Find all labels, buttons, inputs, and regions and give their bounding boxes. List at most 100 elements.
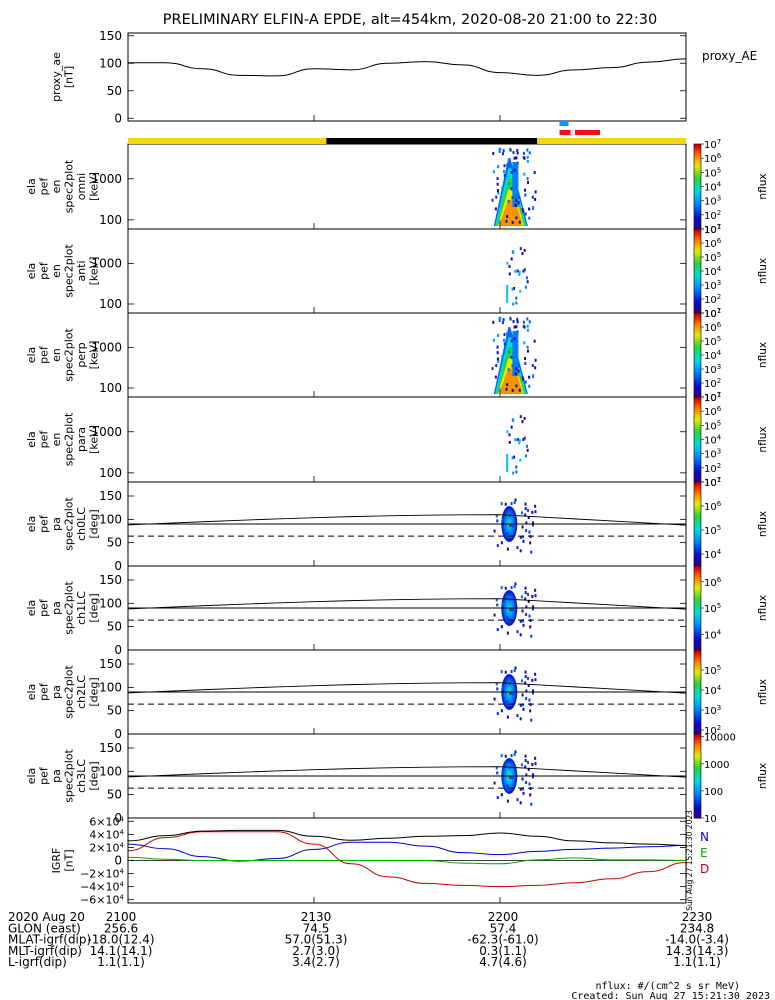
spec_perp-spectrum-speckle <box>515 325 518 329</box>
spec_perp-spectrum-speckle <box>503 338 506 342</box>
pa_ch1-colorbar-cell <box>694 635 701 638</box>
spec_omni-spectrum-speckle <box>516 161 519 165</box>
pa_ch3-colorbar-cell <box>694 748 701 752</box>
axis-row-value: 0.3(1.1) <box>479 944 527 958</box>
pa_ch1-colorbar-label: 104 <box>704 628 722 641</box>
pa_ch1-colorbar-cell <box>694 589 701 592</box>
pa_ch3-colorbar-cell <box>694 809 701 813</box>
pa_ch1-colorbar-cell <box>694 643 701 647</box>
pa_ch2-colorbar-label: 104 <box>704 684 722 697</box>
spec_para-colorbar-cell <box>694 452 701 455</box>
pa_ch0-distribution-speckle <box>522 539 525 543</box>
pa_ch0-distribution-speckle <box>496 544 499 548</box>
pa_ch3-ylabel-line: spec2plot <box>62 749 75 803</box>
spec_para-spectrum-speckle <box>519 415 522 419</box>
spec_perp-colorbar-cell <box>694 369 701 373</box>
spec_omni-spectrum-speckle <box>496 177 499 181</box>
pa_ch3-ylabel-line: pa <box>50 769 63 783</box>
spec_omni-spectrum-speckle <box>503 170 506 174</box>
spec_para-colorbar-cell <box>694 397 701 400</box>
spec_anti-spectrum-speckle <box>508 272 511 276</box>
spec_anti-spectrum-speckle <box>519 289 522 293</box>
pa_ch2-distribution-speckle <box>534 672 537 676</box>
spec_anti-spectrum-speckle <box>515 296 518 300</box>
spec_para-colorbar-cell <box>694 475 701 479</box>
spec_omni-colorbar-cell <box>694 144 701 147</box>
spec_para-spectrum-speckle <box>524 454 527 458</box>
spec_anti-colorbar-cell <box>694 266 701 270</box>
spec_anti-colorbar-cell <box>694 306 701 310</box>
spec_anti-colorbar-title: nflux <box>757 258 769 284</box>
pa_ch2-ylabel-line: spec2plot <box>62 665 75 719</box>
pa_ch1-distribution-speckle <box>531 607 534 611</box>
spec_para-spectrum-speckle <box>515 465 518 469</box>
spec_omni-colorbar-cell <box>694 205 701 209</box>
spec_para-spectrum-speckle <box>523 416 526 420</box>
pa_ch0-colorbar-cell <box>694 484 701 487</box>
pa_ch3-colorbar-cell <box>694 784 701 787</box>
pa_ch0-distribution-speckle <box>519 535 522 539</box>
igrf-legend-d: D <box>700 862 709 876</box>
spec_omni-spectrum-speckle <box>526 181 529 185</box>
igrf-ytick-label: −2×104 <box>80 868 124 881</box>
pa_ch0-distribution-speckle <box>496 519 499 523</box>
pa_ch1-colorbar-cell <box>694 641 701 645</box>
spec_perp-spectrum-speckle <box>513 325 516 329</box>
spec_perp-colorbar-cell <box>694 319 701 322</box>
spec_para-colorbar-label: 107 <box>704 391 721 404</box>
pa_ch3-distribution-speckle <box>496 771 499 775</box>
spec_perp-spectrum-speckle <box>528 384 531 388</box>
science-zone-red <box>559 130 571 135</box>
spec_omni-colorbar-cell <box>694 226 701 230</box>
spec_anti-colorbar-cell <box>694 296 701 299</box>
pa_ch2-distribution-speckle <box>529 709 532 713</box>
pa_ch1-colorbar-cell <box>694 593 701 596</box>
pa_ch2-colorbar-cell <box>694 713 701 716</box>
pa_ch0-colorbar-cell <box>694 561 701 565</box>
pa_ch0-ylabel-line: pa <box>50 517 63 531</box>
spec_anti-spectrum-speckle <box>523 248 526 252</box>
spec_anti-spectrum-speckle <box>512 251 515 255</box>
pa_ch3-distribution-speckle <box>509 775 512 779</box>
spec_omni-ylabel-line: pef <box>37 177 50 196</box>
pa_ch0-ytick-label: 0 <box>114 559 122 573</box>
pa_ch1-distribution-speckle <box>509 607 512 611</box>
pa_ch1-colorbar-cell <box>694 599 701 603</box>
spec_para-colorbar-cell <box>694 445 701 449</box>
spec_omni-spectrum-speckle <box>528 151 531 155</box>
spec_para-colorbar-cell <box>694 435 701 438</box>
pa_ch1-distribution-speckle <box>529 625 532 629</box>
spec_perp-colorbar-cell <box>694 344 701 348</box>
pa_ch1-colorbar-cell <box>694 595 701 598</box>
pa_ch3-loss-cone-upper <box>127 766 687 778</box>
pa_ch2-distribution-speckle <box>531 689 534 693</box>
spec_perp-spectrum-speckle <box>514 354 517 358</box>
pa_ch0-distribution-speckle <box>516 546 519 550</box>
spec_perp-spectrum-speckle <box>503 333 506 337</box>
pa_ch1-ytick-label: 100 <box>99 596 122 610</box>
pa_ch0-ylabel-line: spec2plot <box>62 497 75 551</box>
pa_ch0-distribution-speckle <box>522 535 525 539</box>
spec_omni-spectrum-speckle <box>518 195 521 199</box>
pa_ch1-distribution-speckle <box>500 625 503 629</box>
spec_para-spectrum-speckle <box>522 438 525 442</box>
spec_perp-colorbar-cell <box>694 388 701 392</box>
pa_ch3-colorbar-label: 10000 <box>704 733 736 744</box>
ae-frame <box>127 32 687 122</box>
pa_ch3-colorbar-label: 1000 <box>704 760 729 771</box>
spec_omni-colorbar-label: 102 <box>704 209 721 222</box>
pa_ch1-ylabel-line: pa <box>50 601 63 615</box>
spec_perp-spectrum-speckle <box>526 349 529 353</box>
created-stamp-vertical: Sun Aug 27 15:21:30 2023 <box>685 810 694 911</box>
pa_ch2-colorbar-cell <box>694 681 701 685</box>
spec_perp-spectrum-speckle <box>532 375 535 379</box>
pa_ch0-colorbar-cell <box>694 524 701 527</box>
spec_para-colorbar-cell <box>694 460 701 464</box>
pa_ch1-colorbar-cell <box>694 576 701 580</box>
spec_perp-spectrum-speckle <box>516 330 519 334</box>
spec_omni-colorbar-cell <box>694 186 701 190</box>
pa_ch3-colorbar-cell <box>694 734 701 737</box>
pa_ch2-distribution-speckle <box>527 684 530 688</box>
spec_perp-spectrum-speckle <box>518 388 521 392</box>
